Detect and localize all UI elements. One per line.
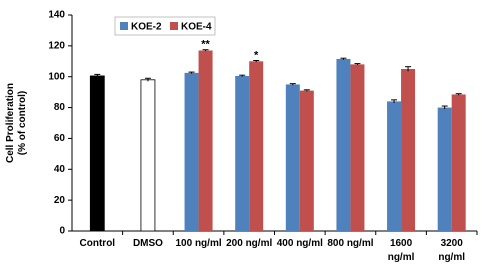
- x-tick-label: 100 ng/ml: [175, 238, 221, 249]
- y-tick-label: 100: [48, 71, 65, 82]
- bar: [140, 79, 156, 232]
- x-tick-label: DMSO: [133, 238, 163, 249]
- legend-box: [114, 16, 216, 36]
- bar: [299, 90, 314, 231]
- y-tick-label: 60: [54, 133, 66, 144]
- x-tick-label: 800 ng/ml: [327, 238, 373, 249]
- y-tick-label: 80: [54, 102, 66, 113]
- bar: [89, 75, 105, 232]
- bar: [285, 84, 300, 231]
- y-tick-label: 40: [54, 164, 66, 175]
- x-tick-label: 3200 ng/ml: [438, 238, 465, 263]
- legend-swatch: [170, 22, 178, 30]
- bar: [437, 107, 452, 231]
- y-axis-label: Cell Proliferation(% of control): [5, 83, 28, 163]
- legend-label: KOE-2: [131, 22, 162, 33]
- x-tick-label: 400 ng/ml: [277, 238, 323, 249]
- significance-label: **: [201, 39, 210, 51]
- bar: [184, 72, 199, 231]
- bar: [235, 75, 250, 231]
- significance-label: *: [254, 49, 259, 61]
- y-tick-label: 140: [48, 10, 65, 21]
- bar: [336, 58, 351, 231]
- bar: [387, 101, 402, 232]
- bar: [350, 64, 365, 231]
- bar: [451, 94, 466, 231]
- y-tick-label: 120: [48, 40, 65, 51]
- legend-swatch: [120, 22, 128, 30]
- x-tick-label: 200 ng/ml: [226, 238, 272, 249]
- bar: [401, 69, 416, 231]
- bar: [198, 50, 213, 231]
- x-tick-label: Control: [80, 238, 116, 249]
- bar: [249, 61, 264, 232]
- y-tick-label: 0: [59, 226, 65, 237]
- y-tick-label: 20: [54, 195, 66, 206]
- legend-label: KOE-4: [181, 22, 212, 33]
- x-tick-label: 1600 ng/ml: [388, 238, 415, 263]
